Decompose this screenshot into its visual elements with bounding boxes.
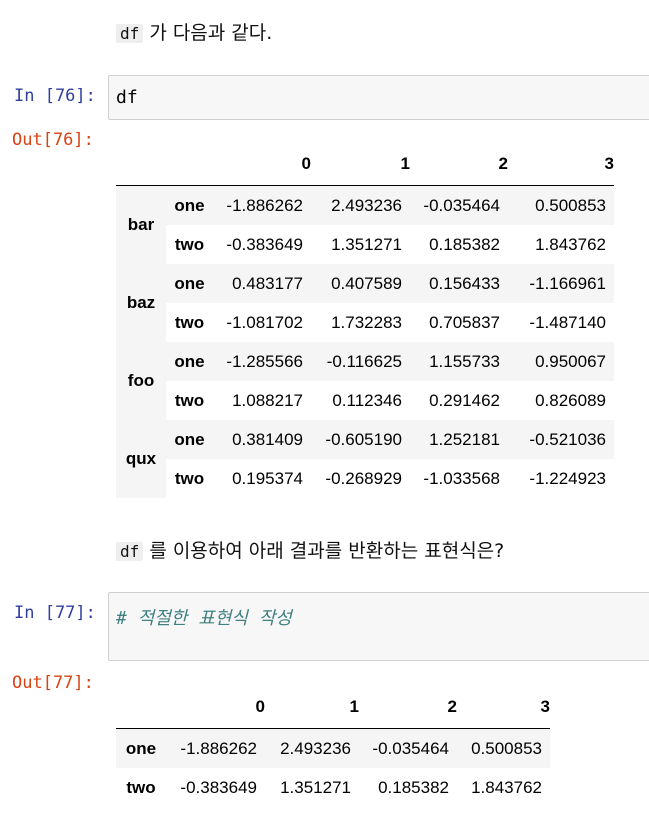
table-cell: 1.252181 [410,420,508,459]
table-cell: 0.291462 [429,390,500,410]
column-header: 1 [311,143,410,186]
column-header: 0 [166,686,265,729]
table-cell: 2.493236 [311,185,410,225]
table-cell: 1.351271 [280,777,351,797]
column-header-row: 0 1 2 3 [116,686,550,729]
inline-code: df [116,542,144,561]
row-index-inner: one [166,264,213,303]
table-row: bar one -1.886262 2.493236 -0.035464 0.500853 [116,185,614,264]
input-prompt-77: In [77]: [14,603,96,623]
code-input-77[interactable]: # 적절한 표현식 작성 [108,592,649,661]
row-index-inner: one [166,420,213,459]
row-index-outer: baz [116,264,166,342]
table-row: two 0.195374 -0.268929 -1.033568 -1.224923 [116,459,614,498]
table-row: two -1.081702 1.732283 0.705837 -1.487140 [116,303,614,342]
table-cell: 1.843762 [471,777,542,797]
table-cell: 1.843762 [535,234,606,254]
row-index-inner: two [174,468,205,488]
row-index-inner: two [174,390,205,410]
table-cell: -1.081702 [226,312,303,332]
table-cell: -0.605190 [311,420,410,459]
column-header: 1 [265,686,359,729]
table-row: two 1.088217 0.112346 0.291462 0.826089 [116,381,614,420]
table-cell: -0.383649 [180,777,257,797]
table-cell: 0.950067 [508,342,614,381]
markdown-text-2: df 를 이용하여 아래 결과를 반환하는 표현식은? [116,536,504,563]
table-row: qux one 0.381409 -0.605190 1.252181 -0.521036 [116,420,614,498]
table-row: two -0.383649 1.351271 0.185382 1.843762 [116,768,550,807]
table-cell: 0.112346 [332,390,402,410]
column-header: 2 [410,143,508,186]
row-index-inner: two [174,234,205,254]
code-input-76[interactable]: df [108,75,649,120]
table-cell: -0.383649 [226,234,303,254]
table-cell: -0.035464 [410,185,508,225]
table-cell: 0.500853 [508,185,614,225]
column-header: 2 [359,686,457,729]
column-header: 3 [457,686,550,729]
row-index: two [126,777,156,797]
table-row: one -1.886262 2.493236 -0.035464 0.500853 [116,728,550,768]
table-cell: -1.487140 [529,312,606,332]
table-cell: 0.500853 [457,728,550,768]
table-cell: 0.705837 [429,312,500,332]
table-cell: 0.185382 [429,234,500,254]
table-cell: 1.088217 [232,390,303,410]
code-comment: # 적절한 표현식 작성 [116,608,292,629]
table-cell: 2.493236 [265,728,359,768]
dataframe-output-77: 0 1 2 3 one -1.886262 2.493236 -0.035464 0.5… [116,686,550,807]
row-index: one [116,728,166,768]
table-cell: 0.195374 [232,468,303,488]
column-header: 0 [213,143,311,186]
row-index-inner: one [166,185,213,225]
table-cell: 0.156433 [410,264,508,303]
table-row: foo one -1.285566 -0.116625 1.155733 0.950067 [116,342,614,420]
table-cell: -0.521036 [508,420,614,459]
table-cell: -1.886262 [166,728,265,768]
table-cell: 1.155733 [410,342,508,381]
table-cell: -1.886262 [213,185,311,225]
column-header-row: 0 1 2 3 [116,143,614,186]
row-index-outer: foo [116,342,166,420]
table-cell: 0.826089 [535,390,606,410]
column-header: 3 [508,143,614,186]
table-row: baz one 0.483177 0.407589 0.156433 -1.166961 [116,264,614,342]
table-cell: 1.351271 [331,234,402,254]
markdown-text-1: df 가 다음과 같다. [116,18,272,45]
table-cell: 0.483177 [213,264,311,303]
table-cell: 1.732283 [331,312,402,332]
table-cell: 0.407589 [311,264,410,303]
table-cell: -0.268929 [325,468,402,488]
table-cell: -1.285566 [213,342,311,381]
table-row: two -0.383649 1.351271 0.185382 1.843762 [116,225,614,264]
row-index-outer: bar [116,185,166,264]
table-cell: -1.166961 [508,264,614,303]
table-cell: -1.224923 [529,468,606,488]
row-index-inner: two [174,312,205,332]
table-cell: -0.116625 [311,342,410,381]
row-index-inner: one [166,342,213,381]
table-cell: -1.033568 [423,468,500,488]
table-cell: 0.381409 [213,420,311,459]
input-prompt-76: In [76]: [14,86,96,106]
dataframe-table: 0 1 2 3 one -1.886262 2.493236 -0.035464 0.5… [116,686,550,807]
table-cell: 0.185382 [378,777,449,797]
row-index-outer: qux [116,420,166,498]
output-prompt-77: Out[77]: [12,673,94,693]
markdown-sentence: 가 다음과 같다. [149,22,273,44]
inline-code: df [116,24,144,43]
markdown-sentence: 를 이용하여 아래 결과를 반환하는 표현식은? [149,540,505,562]
dataframe-output-76: 0 1 2 3 bar one -1.886262 2.493236 -0.035464… [116,143,614,498]
dataframe-table: 0 1 2 3 bar one -1.886262 2.493236 -0.035464… [116,143,614,498]
code-text: df [116,87,138,108]
table-cell: -0.035464 [359,728,457,768]
output-prompt-76: Out[76]: [12,130,94,150]
